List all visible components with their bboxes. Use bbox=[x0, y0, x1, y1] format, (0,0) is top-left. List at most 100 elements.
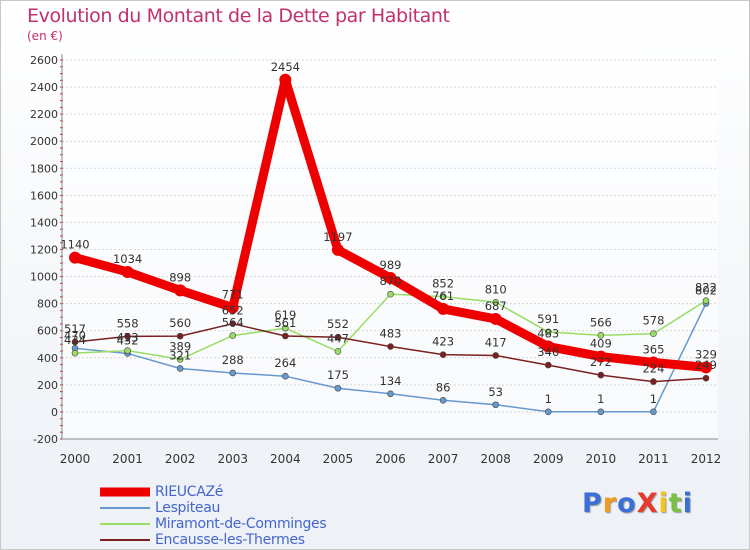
x-tick-label: 2004 bbox=[270, 452, 301, 466]
data-point bbox=[597, 371, 605, 379]
data-point bbox=[700, 361, 712, 374]
data-point bbox=[176, 332, 184, 340]
x-tick-label: 2012 bbox=[691, 452, 722, 466]
data-point bbox=[384, 272, 397, 285]
data-label: 852 bbox=[432, 277, 454, 291]
data-point bbox=[282, 324, 289, 332]
data-label: 483 bbox=[380, 327, 402, 341]
data-point bbox=[387, 290, 394, 298]
logo-letter: X bbox=[636, 488, 659, 519]
data-label: 1140 bbox=[60, 238, 89, 252]
legend-swatch bbox=[100, 523, 150, 525]
data-point bbox=[544, 361, 552, 369]
data-label: 175 bbox=[327, 368, 349, 382]
data-point bbox=[69, 251, 81, 264]
data-label: 423 bbox=[432, 335, 454, 349]
y-tick-label: -200 bbox=[33, 433, 58, 446]
data-label: 619 bbox=[274, 308, 296, 322]
logo-letter: t bbox=[668, 488, 683, 519]
data-label: 591 bbox=[537, 312, 559, 326]
y-tick-label: 2600 bbox=[30, 54, 58, 67]
data-point bbox=[492, 298, 499, 306]
data-label: 898 bbox=[169, 270, 191, 284]
data-label: 564 bbox=[222, 316, 244, 330]
data-point bbox=[334, 348, 342, 355]
data-label: 1 bbox=[545, 392, 552, 406]
data-label: 578 bbox=[642, 314, 664, 328]
x-tick-label: 2002 bbox=[165, 452, 196, 466]
x-tick-label: 2003 bbox=[217, 452, 248, 466]
data-label: 870 bbox=[380, 274, 402, 288]
data-label: 560 bbox=[169, 316, 191, 330]
data-label: 329 bbox=[695, 347, 717, 361]
y-tick-label: 200 bbox=[37, 379, 58, 392]
data-label: 447 bbox=[327, 331, 349, 345]
data-point bbox=[282, 332, 289, 340]
y-tick-label: 1600 bbox=[30, 189, 58, 202]
data-point bbox=[650, 330, 657, 337]
data-point bbox=[71, 338, 79, 346]
data-point bbox=[331, 243, 344, 256]
data-label: 558 bbox=[117, 316, 139, 330]
data-point bbox=[334, 384, 342, 392]
data-label: 2454 bbox=[271, 60, 300, 74]
data-label: 346 bbox=[537, 345, 559, 359]
data-label: 288 bbox=[222, 353, 244, 367]
data-label: 561 bbox=[274, 316, 296, 330]
data-label: 134 bbox=[380, 374, 402, 388]
data-label: 1 bbox=[650, 392, 657, 406]
data-point bbox=[650, 408, 657, 416]
data-point bbox=[439, 293, 447, 300]
x-tick-label: 2006 bbox=[375, 452, 406, 466]
data-label: 272 bbox=[590, 355, 612, 369]
data-label: 321 bbox=[169, 348, 191, 362]
data-point bbox=[597, 408, 605, 416]
data-point bbox=[229, 320, 237, 327]
legend-swatch bbox=[100, 539, 150, 541]
data-point bbox=[492, 352, 499, 359]
legend-swatch bbox=[100, 487, 150, 497]
data-point bbox=[387, 390, 394, 398]
legend-label: Encausse-les-Thermes bbox=[155, 532, 305, 548]
legend-swatch bbox=[100, 507, 150, 509]
data-point bbox=[439, 396, 447, 404]
data-point bbox=[544, 408, 552, 416]
y-tick-label: 1200 bbox=[30, 244, 58, 257]
data-point bbox=[702, 374, 710, 382]
data-point bbox=[594, 350, 607, 363]
data-label: 53 bbox=[488, 385, 503, 399]
legend-label: Lespiteau bbox=[155, 500, 221, 516]
data-label: 264 bbox=[274, 356, 296, 370]
data-label: 434 bbox=[64, 333, 86, 347]
logo-letter: o bbox=[617, 488, 637, 519]
data-label: 224 bbox=[642, 362, 664, 376]
x-tick-label: 2001 bbox=[112, 452, 143, 466]
data-label: 389 bbox=[169, 339, 191, 353]
data-point bbox=[124, 347, 131, 354]
data-label: 365 bbox=[642, 343, 664, 357]
data-point bbox=[387, 343, 394, 350]
x-tick-label: 2008 bbox=[480, 452, 511, 466]
data-point bbox=[71, 349, 79, 357]
data-point bbox=[650, 378, 657, 385]
data-label: 453 bbox=[117, 331, 139, 345]
x-tick-label: 2011 bbox=[638, 452, 669, 466]
data-point bbox=[282, 372, 289, 380]
data-label: 249 bbox=[695, 358, 717, 372]
legend-label: RIEUCAZé bbox=[155, 484, 224, 500]
data-label: 432 bbox=[117, 333, 139, 347]
x-tick-label: 2000 bbox=[60, 452, 91, 466]
data-label: 552 bbox=[327, 317, 349, 331]
data-point bbox=[492, 401, 499, 409]
proxiti-logo: ProXiti bbox=[582, 488, 693, 519]
legend-label: Miramont-de-Comminges bbox=[155, 516, 327, 532]
data-label: 470 bbox=[64, 328, 86, 342]
y-tick-label: 2400 bbox=[30, 81, 58, 94]
data-point bbox=[226, 301, 239, 314]
data-label: 566 bbox=[590, 315, 612, 329]
x-tick-label: 2009 bbox=[533, 452, 564, 466]
y-tick-label: 400 bbox=[37, 352, 58, 365]
data-label: 1 bbox=[597, 392, 604, 406]
data-point bbox=[439, 351, 447, 358]
data-point bbox=[489, 312, 502, 325]
